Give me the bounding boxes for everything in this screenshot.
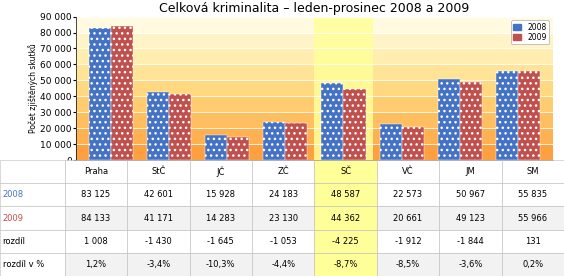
- Bar: [227, 137, 249, 160]
- Bar: [76, 144, 553, 160]
- Bar: [147, 92, 169, 160]
- Bar: [315, 17, 373, 160]
- Bar: [76, 33, 553, 49]
- Bar: [321, 83, 343, 160]
- Y-axis label: Počet zjištěných skutků: Počet zjištěných skutků: [28, 43, 38, 133]
- Bar: [111, 26, 133, 160]
- Bar: [76, 96, 553, 112]
- Bar: [496, 71, 518, 160]
- Bar: [169, 94, 191, 160]
- Bar: [380, 124, 402, 160]
- Title: Celková kriminalita – leden-prosinec 2008 a 2009: Celková kriminalita – leden-prosinec 200…: [159, 2, 470, 15]
- Bar: [438, 79, 460, 160]
- Bar: [76, 64, 553, 80]
- Legend: 2008, 2009: 2008, 2009: [511, 20, 549, 44]
- Bar: [76, 80, 553, 96]
- Bar: [518, 71, 540, 160]
- Bar: [263, 121, 285, 160]
- Bar: [89, 28, 111, 160]
- Bar: [460, 82, 482, 160]
- Bar: [76, 112, 553, 128]
- Bar: [76, 128, 553, 144]
- Bar: [402, 127, 424, 160]
- Bar: [285, 123, 307, 160]
- Bar: [205, 135, 227, 160]
- Bar: [76, 49, 553, 64]
- Bar: [343, 89, 365, 160]
- Bar: [76, 17, 553, 33]
